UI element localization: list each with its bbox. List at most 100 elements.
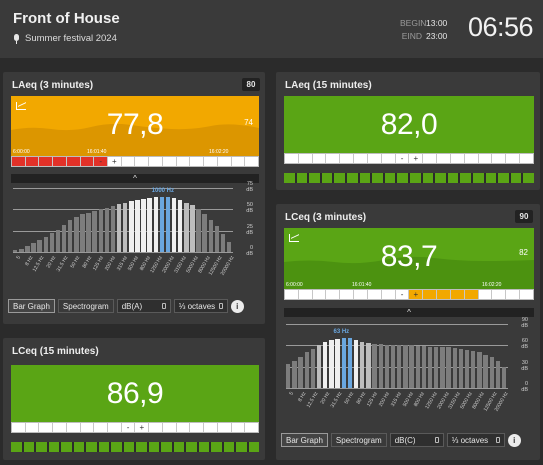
- spectrum-bar[interactable]: [37, 240, 42, 252]
- spectrum-bar[interactable]: [104, 207, 110, 252]
- weighting-value: dB(C): [394, 435, 416, 445]
- spectrum-bar[interactable]: [372, 343, 377, 388]
- spectrum-bar[interactable]: [13, 250, 18, 252]
- history-bar: [11, 442, 259, 452]
- frequency-label: 80 Hz: [355, 391, 367, 406]
- spectrum-bar[interactable]: [310, 348, 316, 388]
- spectrum-bar[interactable]: [129, 200, 134, 252]
- level-indicator: - +: [284, 289, 534, 300]
- spectrum-bar[interactable]: [341, 338, 346, 388]
- spectrum-bar[interactable]: [304, 352, 309, 388]
- spectrum-bar[interactable]: [347, 338, 353, 388]
- spectrum-bar[interactable]: [440, 347, 445, 388]
- bands-select[interactable]: ⅓ octaves: [446, 433, 505, 447]
- spectrum-bar[interactable]: [61, 224, 67, 252]
- spectrum-bar[interactable]: [378, 343, 383, 388]
- bands-select[interactable]: ⅓ octaves: [173, 299, 228, 313]
- end-time: 23:00: [426, 31, 448, 41]
- spectrum-bar[interactable]: [123, 202, 128, 252]
- info-button[interactable]: i: [507, 433, 521, 447]
- spectrum-bar[interactable]: [19, 248, 24, 252]
- spectrum-bar[interactable]: [323, 342, 328, 388]
- frequency-label: 50 Hz: [69, 255, 82, 270]
- spectrum-bar[interactable]: [74, 217, 79, 252]
- spectrum-bar[interactable]: [141, 199, 146, 252]
- bar-graph-button[interactable]: Bar Graph: [8, 299, 55, 313]
- spectrum-chart: 0 dB 30 dB 60 dB 90 dB 63 Hz 5 8 Hz 12.5 Hz 20 Hz 31.…: [284, 317, 534, 413]
- spectrum-bar[interactable]: [360, 342, 365, 388]
- spectrum-bar[interactable]: [501, 366, 507, 388]
- spectrum-bar[interactable]: [49, 233, 55, 252]
- spectrum-bar[interactable]: [316, 345, 322, 388]
- bar-layer: [11, 188, 259, 252]
- spectrum-bar[interactable]: [214, 226, 220, 252]
- spectrum-bar[interactable]: [434, 346, 439, 388]
- spectrum-bar[interactable]: [31, 243, 36, 252]
- spectrum-bar[interactable]: [226, 241, 232, 252]
- spectrum-bar[interactable]: [329, 340, 334, 388]
- spectrum-bar[interactable]: [208, 219, 213, 252]
- spectrum-bar[interactable]: [202, 214, 207, 252]
- spectrum-bar[interactable]: [409, 345, 414, 388]
- spectrum-bar[interactable]: [80, 214, 85, 252]
- spectrum-bar[interactable]: [477, 352, 482, 388]
- spectrogram-button[interactable]: Spectrogram: [330, 433, 387, 447]
- spectrum-bar[interactable]: [98, 209, 103, 252]
- spectrum-bar[interactable]: [458, 348, 464, 388]
- spectrum-bar[interactable]: [25, 246, 30, 252]
- spectrum-bar[interactable]: [190, 205, 195, 252]
- collapse-button[interactable]: ^: [11, 174, 259, 183]
- bar-graph-button[interactable]: Bar Graph: [281, 433, 328, 447]
- spectrum-bar[interactable]: [171, 198, 177, 252]
- spectrum-bar[interactable]: [390, 344, 396, 388]
- spectrum-bar[interactable]: [110, 205, 116, 252]
- spectrum-bar[interactable]: [427, 346, 433, 388]
- clock: 06:56: [468, 12, 534, 42]
- spectrum-bar[interactable]: [43, 236, 48, 252]
- spectrum-bar[interactable]: [421, 346, 427, 388]
- spectrum-bar[interactable]: [184, 202, 189, 252]
- spectrum-bar[interactable]: [292, 360, 297, 388]
- spectrum-bar[interactable]: [68, 220, 73, 252]
- spectrum-bar[interactable]: [397, 345, 402, 388]
- level-value: 77,8: [106, 108, 164, 141]
- spectrum-bar[interactable]: [489, 357, 494, 388]
- spectrum-bar[interactable]: [366, 343, 371, 388]
- spectrum-bar[interactable]: [147, 198, 152, 252]
- spectrum-bar[interactable]: [178, 199, 183, 252]
- spectrum-bar[interactable]: [55, 229, 61, 252]
- spectrum-bar[interactable]: [135, 199, 140, 252]
- spectrum-bar[interactable]: [495, 360, 501, 388]
- spectrum-bar[interactable]: [446, 347, 451, 388]
- spectrum-bar[interactable]: [403, 345, 408, 388]
- weighting-select[interactable]: dB(A): [116, 299, 171, 313]
- spectrum-bar[interactable]: [298, 356, 303, 388]
- spectrum-bar[interactable]: [159, 196, 165, 252]
- spectrum-bar[interactable]: [165, 197, 171, 252]
- spectrum-bar[interactable]: [116, 204, 122, 252]
- spectrum-bar[interactable]: [92, 211, 97, 252]
- spectrum-bar[interactable]: [471, 351, 476, 388]
- spectrogram-button[interactable]: Spectrogram: [57, 299, 114, 313]
- spectrum-bar[interactable]: [353, 340, 359, 388]
- info-button[interactable]: i: [230, 299, 244, 313]
- frequency-label: 8 Hz: [23, 255, 35, 267]
- highlight-frequency-label: 63 Hz: [333, 329, 350, 336]
- spectrum-bar[interactable]: [415, 346, 420, 388]
- chart-icon[interactable]: [289, 234, 299, 242]
- spectrum-bar[interactable]: [483, 354, 488, 388]
- event-name: Summer festival 2024: [25, 33, 117, 44]
- level-value: 82,0: [380, 108, 438, 141]
- spectrum-bar[interactable]: [335, 338, 340, 388]
- weighting-select[interactable]: dB(C): [389, 433, 444, 447]
- spectrum-bar[interactable]: [86, 212, 91, 252]
- chart-icon[interactable]: [16, 102, 26, 110]
- spectrum-bar[interactable]: [452, 348, 457, 388]
- spectrum-bar[interactable]: [286, 363, 291, 388]
- spectrum-bar[interactable]: [464, 349, 470, 388]
- collapse-button[interactable]: ^: [284, 308, 534, 317]
- spectrum-bar[interactable]: [384, 344, 390, 388]
- spectrum-bar[interactable]: [153, 197, 158, 252]
- spectrum-bar[interactable]: [220, 234, 226, 252]
- spectrum-bar[interactable]: [196, 209, 201, 252]
